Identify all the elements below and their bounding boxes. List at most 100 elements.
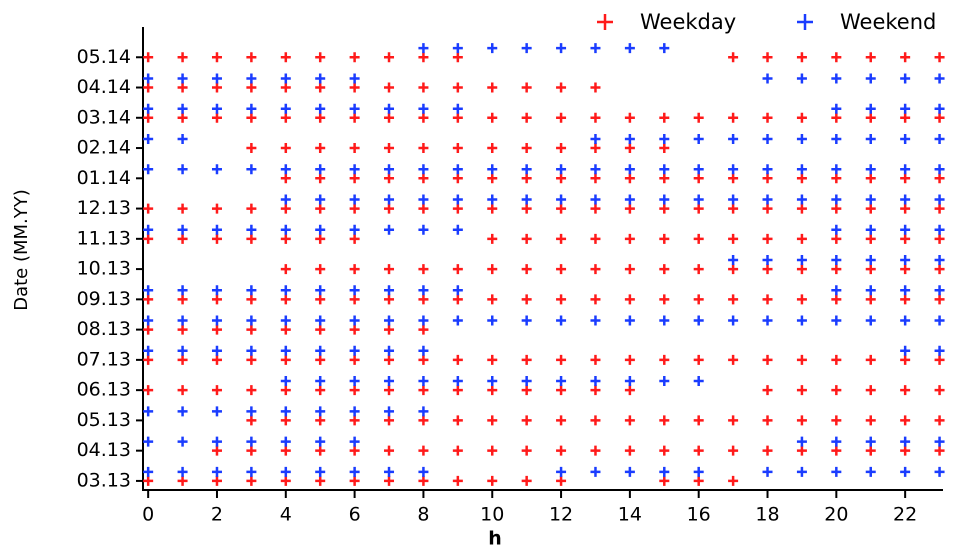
point [659,133,670,144]
point [624,164,635,175]
point [452,164,463,175]
y-tick-label: 03.13 [77,469,131,491]
point [934,194,945,205]
point [143,436,154,447]
point [762,466,773,477]
point [900,264,911,275]
point [211,385,222,396]
point [246,103,257,114]
point [865,203,876,214]
point [177,475,188,486]
point [315,385,326,396]
point [384,112,395,123]
point [521,376,532,387]
point [865,466,876,477]
point [143,133,154,144]
point [934,224,945,235]
point [865,354,876,365]
point [865,255,876,266]
point [246,466,257,477]
point [384,385,395,396]
y-tick-label: 08.13 [77,318,131,340]
point [143,164,154,175]
point [452,103,463,114]
point [900,255,911,266]
point [865,445,876,456]
point [762,52,773,63]
point [900,164,911,175]
point [349,345,360,356]
point [246,324,257,335]
point [521,315,532,326]
x-tick-label: 6 [349,504,361,526]
point [280,406,291,417]
point [693,315,704,326]
point [796,133,807,144]
point [728,173,739,184]
point [211,285,222,296]
point [211,445,222,456]
point [384,103,395,114]
point [418,354,429,365]
point [934,415,945,426]
point [934,112,945,123]
point [487,173,498,184]
point [280,203,291,214]
point [762,164,773,175]
point [831,255,842,266]
point [280,466,291,477]
point [831,164,842,175]
point [315,224,326,235]
point [521,294,532,305]
point [349,143,360,154]
point [349,112,360,123]
point [796,112,807,123]
point [418,324,429,335]
point [693,466,704,477]
point [556,466,567,477]
point [693,445,704,456]
point [384,173,395,184]
point [177,285,188,296]
point [556,445,567,456]
point [177,103,188,114]
point [934,233,945,244]
point [728,233,739,244]
y-tick-label: 02.14 [77,137,131,159]
point [728,164,739,175]
point [659,173,670,184]
point [418,82,429,93]
point [418,415,429,426]
point [384,406,395,417]
point [796,466,807,477]
point [728,112,739,123]
x-tick-label: 2 [211,504,223,526]
point [349,285,360,296]
point [693,376,704,387]
point [796,436,807,447]
point [831,264,842,275]
point [487,264,498,275]
point [556,82,567,93]
point [280,436,291,447]
point [349,354,360,365]
point [487,233,498,244]
point [143,112,154,123]
point [556,354,567,365]
point [349,233,360,244]
point [452,224,463,235]
point [384,52,395,63]
point [796,255,807,266]
point [728,133,739,144]
point [624,133,635,144]
point [590,415,601,426]
point [831,133,842,144]
x-tick-label: 14 [618,504,642,526]
point [211,324,222,335]
point [521,82,532,93]
y-tick-label: 01.14 [77,167,131,189]
point [349,82,360,93]
point [762,315,773,326]
point [521,445,532,456]
point [590,354,601,365]
